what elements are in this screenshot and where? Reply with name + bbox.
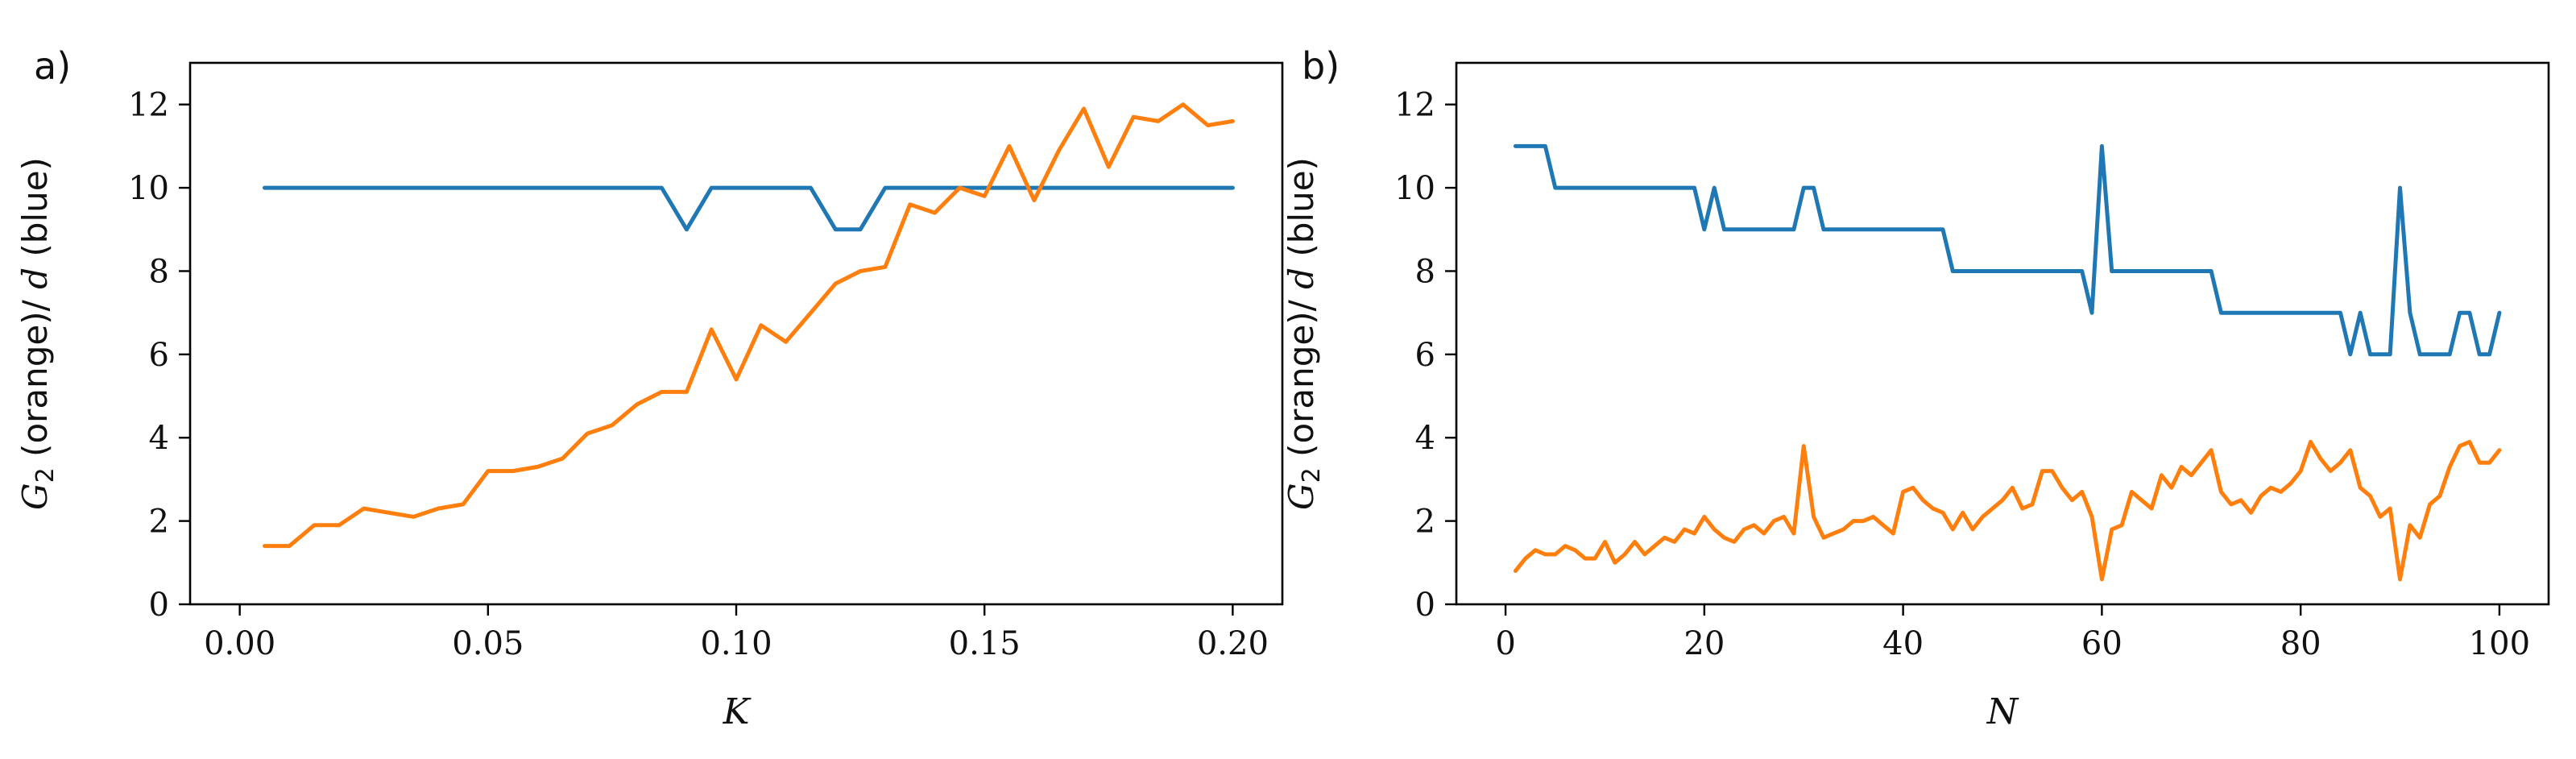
x-axis-label: N — [1986, 691, 2019, 732]
series-line-blue-d — [263, 185, 1235, 232]
y-tick-label: 4 — [1415, 420, 1435, 457]
series-line-blue-d — [1513, 143, 2502, 357]
x-tick-label: 0.20 — [1197, 625, 1269, 662]
x-axis-label: K — [723, 691, 752, 732]
panel-label: b) — [1302, 44, 1340, 88]
panel-a: 0.00 0.05 0.10 0.15 0.20 0 2 4 6 8 10 12 K G2 (orange… — [15, 44, 1284, 732]
y-axis-label: G2 (orange)/ d (blue) — [1282, 157, 1326, 510]
plot-frame — [1455, 61, 2550, 606]
x-tick-label: 0.10 — [700, 625, 772, 662]
series-line-orange-g2 — [263, 102, 1235, 549]
y-tick-label: 10 — [128, 170, 169, 207]
x-tick-label: 80 — [2280, 625, 2321, 662]
x-tick-label: 0.00 — [204, 625, 275, 662]
y-axis-label: G2 (orange)/ d (blue) — [15, 157, 60, 510]
y-tick-label: 0 — [1415, 587, 1435, 624]
y-tick-label: 4 — [149, 420, 169, 457]
y-tick-label: 8 — [1415, 253, 1435, 290]
y-tick-label: 6 — [1415, 337, 1435, 374]
x-tick-label: 0 — [1495, 625, 1515, 662]
y-tick-label: 10 — [1394, 170, 1435, 207]
y-tick-label: 2 — [1415, 504, 1435, 541]
series-line-orange-g2 — [1513, 439, 2502, 582]
x-tick-label: 100 — [2469, 625, 2530, 662]
x-tick-label: 40 — [1882, 625, 1924, 662]
x-tick-label: 20 — [1684, 625, 1725, 662]
panel-label: a) — [34, 44, 71, 88]
x-tick-label: 0.15 — [949, 625, 1021, 662]
panel-b: 0 20 40 60 80 100 0 2 4 6 8 10 12 N G2 (orange)/ d (bl… — [1282, 44, 2550, 732]
y-tick-label: 12 — [1394, 87, 1435, 124]
y-tick-label: 0 — [149, 587, 169, 624]
x-tick-label: 60 — [2081, 625, 2123, 662]
y-tick-label: 2 — [149, 504, 169, 541]
y-tick-label: 6 — [149, 337, 169, 374]
x-tick-label: 0.05 — [452, 625, 524, 662]
y-tick-label: 12 — [128, 87, 169, 124]
y-tick-label: 8 — [149, 253, 169, 290]
